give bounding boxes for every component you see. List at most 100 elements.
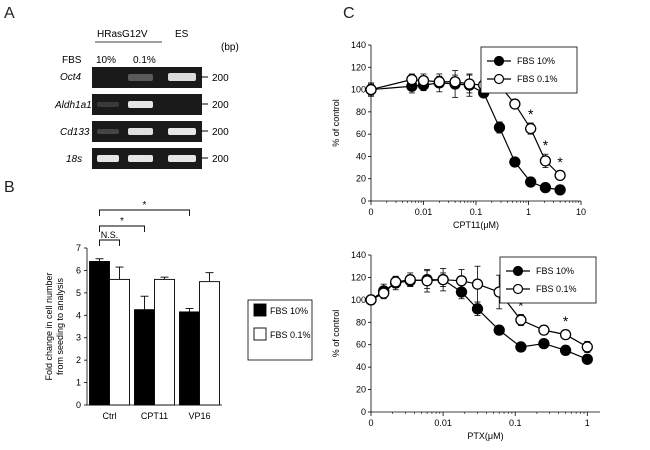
gel-bp-unit: (bp) [221,42,239,53]
y-tick-label: 40 [356,151,366,161]
data-point [378,287,390,299]
data-point [437,274,449,286]
gel-gene-label: 18s [66,154,82,165]
sig-ctrl-vp16-bracket [99,209,190,216]
bar [109,278,130,406]
y-tick-label: 140 [351,40,366,50]
y-tick-label: 4 [76,310,81,320]
bar [134,309,155,406]
y-tick-label: 5 [76,288,81,298]
data-point [421,275,433,287]
legend-marker [512,265,524,277]
legend: FBS 10% FBS 0.1% [480,46,578,94]
bar [154,278,175,406]
data-point [554,184,566,196]
significance-star: * [563,313,569,329]
data-point [515,341,527,353]
gel-row-aldh1a1: Aldh1a1 200 [54,94,229,115]
x-tick-label: 0.1 [470,207,483,217]
ns-label: N.S. [101,230,119,240]
data-point [493,121,506,134]
x-tick-label: 0.01 [415,207,433,217]
gel-band [168,155,196,162]
gel-band [128,128,153,135]
gel-band [97,129,119,134]
data-point [463,78,476,90]
y-axis-label: Fold change in cell numberfrom seeding t… [44,272,65,380]
x-axis-label: CPT11(μM) [453,220,499,230]
data-point [539,155,552,167]
data-point [559,344,572,356]
y-tick-label: 80 [356,317,366,327]
panel-label-a: A [4,5,15,22]
gel-gene-label: Oct4 [60,72,82,83]
x-axis-label: PTX(μM) [467,431,503,441]
gel-bp: 200 [212,73,229,84]
gel-band [128,101,153,108]
x-tick-label: 10 [576,207,586,217]
gel-gene-label: Cd133 [60,127,90,138]
gel-gene-label: Aldh1a1 [54,100,92,111]
legend-label: FBS 0.1% [536,284,577,294]
x-tick-label: Ctrl [103,411,117,421]
sig-ctrl-vp16-label: * [143,200,147,211]
bar [89,261,110,406]
legend: FBS 10% FBS 0.1% [247,299,313,361]
legend-label: FBS 0.1% [517,74,558,84]
gel-band [128,74,153,81]
data-point [554,169,566,182]
sig-ctrl-cpt11-label: * [120,216,124,227]
cpt11-chart: 0 20 40 60 80 100 120 140 0 0.01 0.1 1 10 CPT11(μM) % … [331,40,586,230]
data-point [404,274,416,286]
data-point [538,324,550,336]
y-tick-label: 120 [351,272,366,282]
y-tick-label: 6 [76,265,81,275]
x-tick-label: 0 [368,418,373,428]
gel-header-es: ES [175,29,189,40]
gel-band [168,128,196,135]
legend-label: FBS 10% [536,266,574,276]
ptx-chart: 0 20 40 60 80 100 120 140 0 0.01 0.1 1 PTX(μM) % of c… [331,250,600,441]
y-tick-label: 100 [351,295,366,305]
data-point [417,75,430,87]
data-point [390,276,402,288]
significance-star: * [518,297,524,313]
legend: FBS 10% FBS 0.1% [499,256,597,304]
y-axis-label-line: Fold change in cell number [44,272,54,380]
x-tick-label: 1 [585,418,590,428]
panel-label-c: C [343,5,355,22]
significance-star: * [528,106,534,122]
x-tick-label: CPT11 [141,411,168,421]
series-line [370,82,561,191]
data-point [581,353,593,365]
data-point [525,122,537,135]
y-axis-label: % of control [331,310,341,358]
gel-condition-10: 10% [96,55,116,66]
data-point [538,337,550,350]
gel-fbs-label: FBS [62,55,82,66]
y-tick-label: 40 [356,362,366,372]
y-tick-label: 140 [351,250,366,260]
sig-ctrl-cpt11-bracket [99,225,145,232]
bar [179,311,200,406]
y-tick-label: 80 [356,107,366,117]
legend-label: FBS 10% [517,56,555,66]
legend-marker [493,73,505,85]
significance-star: * [543,137,549,153]
y-tick-label: 0 [361,196,366,206]
gel-row-cd133: Cd133 200 [60,121,229,142]
ns-bracket [99,239,120,246]
legend-swatch [253,327,267,341]
y-tick-label: 60 [356,129,366,139]
data-point [365,83,377,96]
gel-band [97,155,119,162]
gel-row-18s: 18s 200 [66,148,229,169]
y-tick-label: 120 [351,62,366,72]
legend-swatch [253,303,267,317]
data-point [581,341,593,353]
data-point [509,156,521,168]
x-tick-label: 1 [526,207,531,217]
y-axis-label-line: from seeding to analysis [55,277,65,375]
data-point [433,76,445,88]
